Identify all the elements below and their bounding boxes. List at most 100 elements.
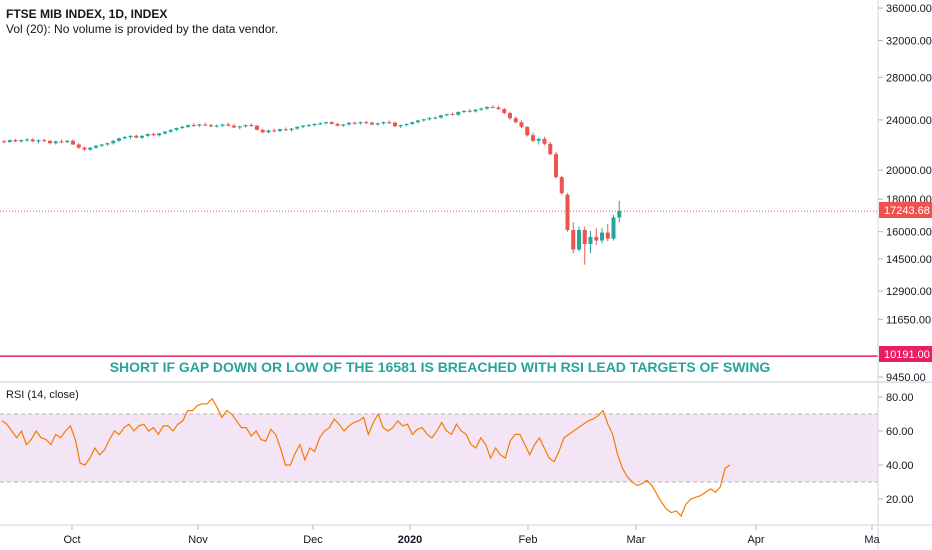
candle-body: [410, 122, 415, 124]
candle: [111, 140, 116, 145]
candle: [42, 138, 47, 142]
candle: [174, 127, 179, 132]
rsi-tick-label: 80.00: [886, 392, 914, 404]
candle-body: [105, 143, 110, 145]
rsi-axis[interactable]: 80.00 60.00 40.00 20.00: [878, 392, 914, 506]
candle-body: [186, 125, 190, 127]
support-price-badge-bg: [879, 346, 932, 362]
symbol-title[interactable]: FTSE MIB INDEX, 1D, INDEX: [6, 7, 168, 21]
price-axis[interactable]: 36000.00 32000.00 28000.00 24000.00 20000.00…: [878, 3, 932, 384]
candle: [168, 129, 173, 133]
candle: [19, 139, 24, 143]
candle: [347, 122, 351, 126]
candle-body: [329, 122, 334, 124]
rsi-band: [0, 413, 878, 483]
rsi-tick-label: 60.00: [886, 426, 914, 438]
candle-body: [347, 122, 351, 125]
candle-body: [157, 133, 162, 136]
candle-body: [525, 126, 530, 136]
candle-body: [203, 124, 208, 126]
candle-body: [439, 115, 443, 118]
candle-body: [25, 139, 29, 141]
candle-body: [163, 131, 167, 134]
candle: [105, 142, 110, 146]
candle: [140, 135, 144, 139]
rsi-tick-label: 20.00: [886, 494, 914, 506]
candle: [393, 121, 397, 127]
candle: [283, 127, 288, 132]
candle-body: [364, 122, 369, 124]
candle: [398, 124, 403, 129]
candle: [531, 132, 535, 142]
candle-body: [180, 126, 185, 129]
candle-body: [358, 122, 363, 124]
candle: [157, 132, 162, 137]
candle-body: [36, 140, 41, 142]
candle-body: [48, 140, 52, 144]
candle-body: [197, 124, 202, 126]
candle: [289, 128, 294, 132]
candle-body: [283, 129, 288, 131]
time-tick-label: Dec: [303, 534, 323, 546]
candle-body: [128, 135, 133, 138]
candle: [513, 116, 518, 124]
candle-body: [341, 124, 346, 126]
candle-body: [370, 122, 374, 125]
candle: [496, 105, 501, 110]
candle: [94, 145, 98, 149]
rsi-title[interactable]: RSI (14, close): [6, 389, 79, 401]
candle-body: [404, 123, 409, 126]
candle-body: [99, 144, 104, 146]
candle: [450, 112, 455, 116]
price-tick-label: 28000.00: [886, 72, 932, 84]
candle-body: [174, 128, 179, 130]
candle: [364, 121, 369, 124]
candle: [128, 135, 133, 139]
candle: [249, 123, 254, 127]
price-tick-label: 9450.00: [886, 372, 926, 384]
candle: [387, 120, 392, 124]
candle-body: [352, 122, 357, 124]
candle-body: [306, 125, 311, 127]
candle-body: [582, 230, 587, 245]
candle-body: [605, 232, 610, 239]
candle: [65, 140, 70, 144]
candle-body: [255, 125, 259, 130]
candle-body: [536, 138, 541, 141]
candle-body: [467, 110, 472, 112]
candle: [71, 139, 75, 146]
candle: [237, 125, 242, 130]
candle: [76, 143, 81, 149]
candle: [485, 106, 489, 110]
candle-body: [289, 128, 294, 130]
candle-body: [519, 122, 524, 127]
candle-body: [508, 113, 512, 119]
candle-body: [7, 140, 12, 142]
candle-body: [168, 129, 173, 132]
candle-body: [2, 141, 6, 143]
candle: [439, 114, 443, 119]
candle: [571, 222, 576, 254]
last-price-badge-bg: [879, 202, 932, 218]
candle: [209, 123, 213, 128]
candle: [519, 120, 524, 129]
price-tick-label: 36000.00: [886, 3, 932, 15]
price-series: [2, 105, 622, 265]
candle-body: [301, 125, 305, 127]
candle-body: [381, 122, 386, 124]
candle-body: [462, 110, 466, 112]
candle-body: [387, 122, 392, 124]
candle: [243, 124, 248, 128]
candle: [255, 125, 259, 131]
candle-body: [237, 126, 242, 128]
candle-body: [232, 125, 236, 128]
candle-body: [71, 140, 75, 145]
candle-body: [496, 107, 501, 110]
candle: [278, 128, 282, 133]
candle: [594, 228, 599, 245]
candle: [375, 122, 380, 126]
time-axis[interactable]: Oct Nov Dec 2020 Feb Mar Apr Ma: [63, 525, 881, 546]
time-tick-label: Ma: [864, 534, 880, 546]
